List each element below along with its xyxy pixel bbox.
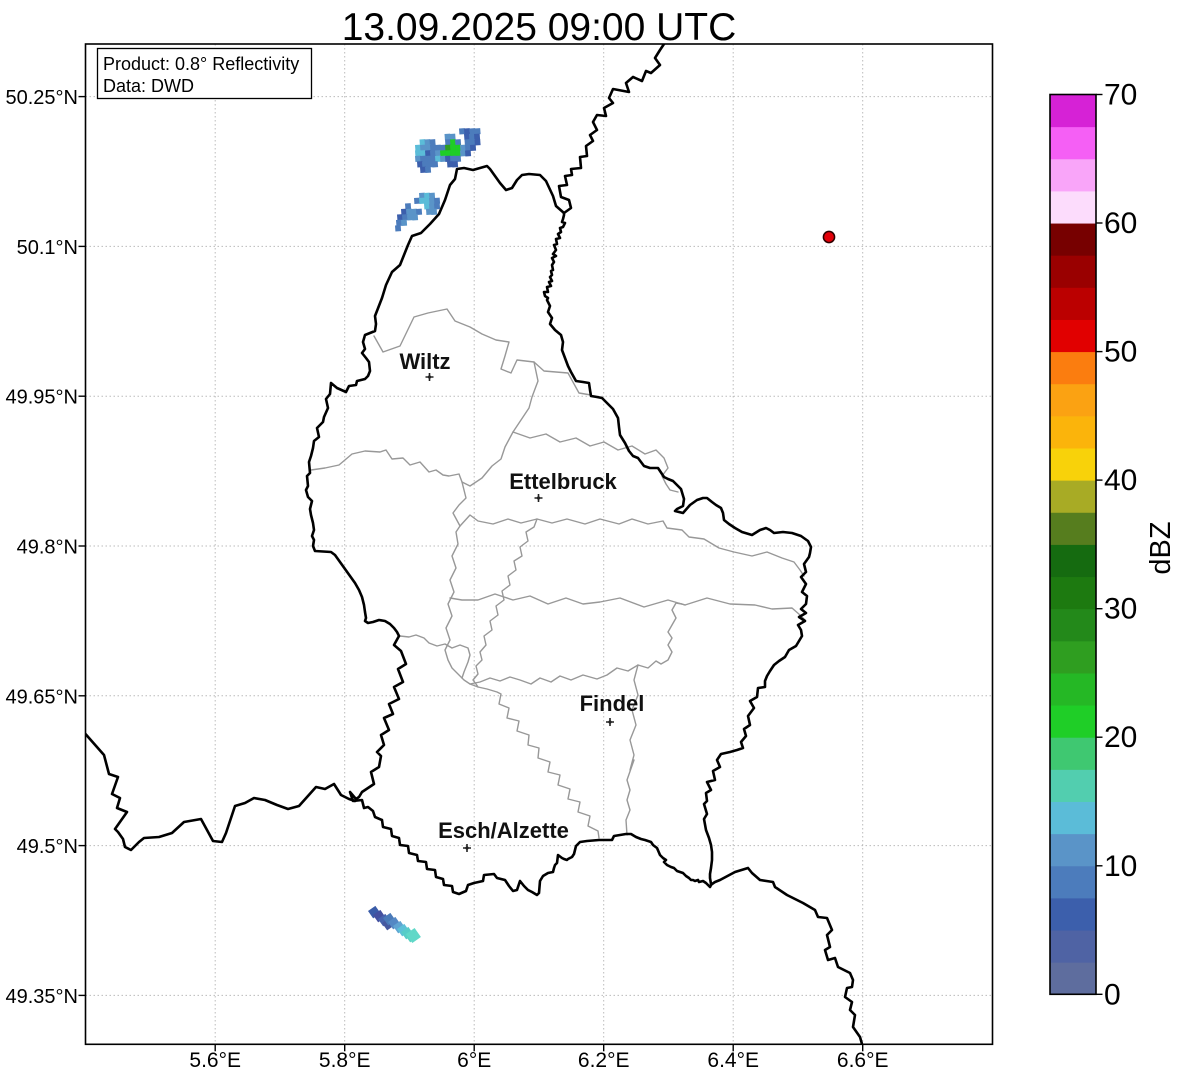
svg-text:5.8°E: 5.8°E — [319, 1049, 371, 1072]
svg-text:10: 10 — [1104, 850, 1137, 883]
svg-text:40: 40 — [1104, 464, 1137, 497]
svg-text:Ettelbruck: Ettelbruck — [509, 469, 617, 494]
svg-text:60: 60 — [1104, 207, 1137, 240]
svg-text:6.2°E: 6.2°E — [578, 1049, 630, 1072]
svg-text:49.65°N: 49.65°N — [6, 686, 79, 708]
svg-text:50: 50 — [1104, 336, 1137, 369]
svg-text:Data: DWD: Data: DWD — [103, 76, 194, 96]
svg-text:Esch/Alzette: Esch/Alzette — [438, 818, 569, 843]
svg-text:6.6°E: 6.6°E — [837, 1049, 889, 1072]
svg-text:6.4°E: 6.4°E — [707, 1049, 759, 1072]
svg-text:0: 0 — [1104, 978, 1121, 1011]
svg-text:Wiltz: Wiltz — [399, 349, 450, 374]
svg-text:49.8°N: 49.8°N — [17, 537, 78, 559]
svg-text:50.1°N: 50.1°N — [17, 237, 78, 259]
svg-text:dBZ: dBZ — [1145, 521, 1177, 574]
svg-text:49.95°N: 49.95°N — [6, 387, 79, 409]
svg-text:20: 20 — [1104, 721, 1137, 754]
svg-text:Product: 0.8° Reflectivity: Product: 0.8° Reflectivity — [103, 54, 299, 74]
svg-text:50.25°N: 50.25°N — [6, 87, 79, 109]
svg-text:70: 70 — [1104, 79, 1137, 112]
svg-text:5.6°E: 5.6°E — [189, 1049, 241, 1072]
svg-text:30: 30 — [1104, 593, 1137, 626]
svg-text:49.35°N: 49.35°N — [6, 986, 79, 1008]
svg-text:6°E: 6°E — [457, 1049, 491, 1072]
svg-text:Findel: Findel — [580, 691, 645, 716]
svg-text:13.09.2025 09:00 UTC: 13.09.2025 09:00 UTC — [342, 6, 737, 49]
svg-text:49.5°N: 49.5°N — [17, 836, 78, 858]
